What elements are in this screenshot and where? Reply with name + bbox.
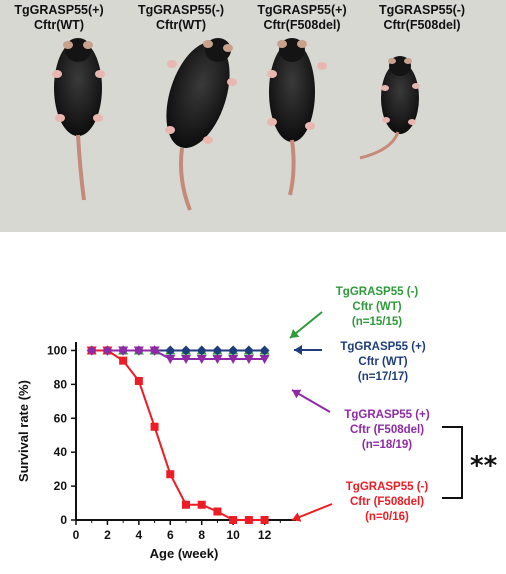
x-tick-label: 10 [226,528,240,542]
legend-minus-wt-line2: Cftr (WT) [352,301,402,313]
significance-bracket [442,426,463,499]
data-point-minus_f508 [197,500,206,509]
legend-minus-f508: TgGRASP55 (-) Cftr (F508del) (n=0/16) [330,480,444,525]
data-point-minus_f508 [244,516,253,524]
data-point-plus_wt [243,345,254,356]
legend-plus-wt-line1: TgGRASP55 (+) [340,341,426,353]
y-tick-label: 20 [54,479,68,493]
data-point-plus_f508-overlap [149,345,160,356]
significance-stars: ** [470,451,498,481]
data-point-minus_f508 [213,507,222,516]
y-tick-label: 0 [60,513,67,527]
data-point-minus_f508 [150,422,159,431]
legend-minus-wt: TgGRASP55 (-) Cftr (WT) (n=15/15) [322,285,432,330]
data-point-plus_f508 [259,354,270,364]
chart-axes: 0 2 4 6 8 10 12 0 20 40 60 80 100 [47,342,296,542]
arrow-plus-f508-head [292,389,302,399]
data-point-plus_wt [196,345,207,356]
legend-plus-wt: TgGRASP55 (+) Cftr (WT) (n=17/17) [328,340,438,385]
data-point-plus_f508 [165,354,176,364]
legend-plus-wt-line3: (n=17/17) [357,371,409,383]
legend-minus-f508-line3: (n=0/16) [365,511,409,523]
data-point-plus_f508-overlap [118,345,129,356]
chart-series [86,345,270,524]
x-tick-label: 12 [258,528,272,542]
legend-plus-f508-line3: (n=18/19) [361,439,413,451]
x-tick-label: 8 [198,528,205,542]
y-tick-label: 60 [54,411,68,425]
data-point-plus_f508 [212,354,223,364]
data-point-plus_wt [259,345,270,356]
y-tick-label: 80 [54,377,68,391]
photo-label-3: TgGRASP55(+) Cftr(F508del) [257,3,347,32]
legend-plus-f508-line2: Cftr (F508del) [349,424,425,436]
legend-minus-f508-line2: Cftr (F508del) [349,496,425,508]
series-line-minus_f508 [91,349,265,521]
data-point-plus_wt [212,345,223,356]
data-point-minus_f508 [260,516,269,524]
y-axis-label: Survival rate (%) [16,380,31,482]
mice-illustration [52,38,420,211]
data-point-plus_f508 [181,354,191,364]
data-point-minus_f508 [134,376,143,385]
data-point-plus_f508-overlap [86,345,97,356]
data-point-minus_f508 [182,500,190,509]
legend-plus-wt-line2: Cftr (WT) [358,356,408,368]
data-point-minus_f508 [229,516,238,524]
arrow-minus-wt-head [290,329,300,338]
data-point-plus_wt [165,345,176,356]
mouse-2 [165,38,237,211]
mouse-4 [359,56,420,160]
data-point-plus_wt [181,345,191,356]
legend-minus-wt-line3: (n=15/15) [351,316,403,328]
legend-arrows [289,311,333,522]
mouse-1 [52,38,105,201]
arrow-plus-wt-head [294,345,302,355]
data-point-plus_f508 [243,354,254,364]
legend-plus-f508: TgGRASP55 (+) Cftr (F508del) (n=18/19) [330,408,444,453]
data-point-plus_f508-overlap [102,345,113,356]
photo-label-2: TgGRASP55(-) Cftr(WT) [137,3,225,32]
y-tick-label: 100 [47,343,67,357]
legend-minus-wt-line1: TgGRASP55 (-) [335,286,419,298]
arrow-minus-f508-head [292,512,302,522]
legend-plus-f508-line1: TgGRASP55 (+) [344,409,430,421]
x-tick-label: 4 [136,528,143,542]
x-tick-label: 6 [167,528,174,542]
data-point-plus_wt [228,345,239,356]
x-tick-label: 2 [104,528,111,542]
data-point-minus_f508 [166,470,175,479]
y-tick-label: 40 [54,445,68,459]
photo-label-1: TgGRASP55(+) Cftr(WT) [14,3,104,32]
x-axis-label: Age (week) [150,546,219,561]
data-point-plus_f508-overlap [133,345,144,356]
data-point-plus_f508 [196,354,207,364]
data-point-minus_f508 [119,356,128,365]
mice-photo: TgGRASP55(+) Cftr(WT) TgGRASP55(-) Cftr(… [0,0,506,232]
legend-minus-f508-line1: TgGRASP55 (-) [345,481,429,493]
x-tick-label: 0 [73,528,80,542]
photo-label-4: TgGRASP55(-) Cftr(F508del) [378,3,466,32]
mouse-3 [267,38,327,196]
data-point-plus_f508 [228,354,239,364]
